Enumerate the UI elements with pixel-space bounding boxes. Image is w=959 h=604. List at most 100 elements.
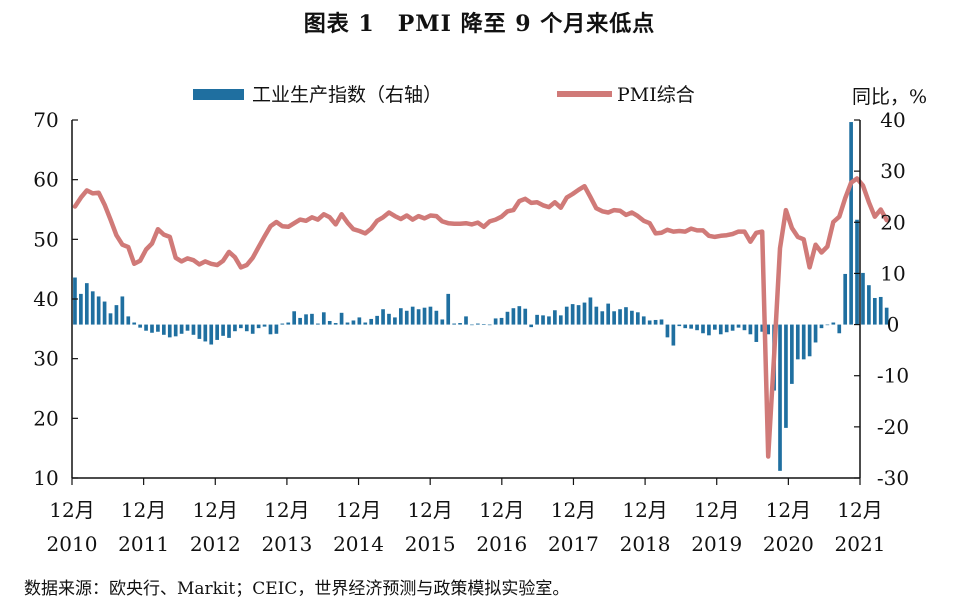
bar <box>191 324 196 335</box>
x-tick-month-label: 12月 <box>479 498 524 522</box>
bar <box>363 322 368 325</box>
right-tick-label: 30 <box>880 159 905 183</box>
left-tick-label: 40 <box>33 287 58 311</box>
bar <box>345 322 350 325</box>
bar <box>825 324 830 326</box>
bar <box>736 324 741 328</box>
x-tick-year-label: 2017 <box>548 532 599 556</box>
bar <box>452 323 456 325</box>
bar <box>564 306 569 325</box>
bar <box>79 293 83 325</box>
left-tick-label: 50 <box>33 227 58 251</box>
right-tick-label: 10 <box>880 261 905 285</box>
left-tick-label: 30 <box>33 347 58 371</box>
bar <box>316 323 320 325</box>
bar <box>244 324 249 332</box>
x-tick-year-label: 2021 <box>835 532 886 556</box>
x-tick-year-label: 2014 <box>333 532 384 556</box>
left-tick-label: 60 <box>33 168 58 192</box>
x-tick-month-label: 12月 <box>551 498 596 522</box>
legend: 工业生产指数（右轴） PMI综合 <box>193 84 695 106</box>
bar <box>872 297 877 325</box>
bar <box>156 324 160 332</box>
bar <box>333 323 338 325</box>
bar <box>612 311 616 325</box>
bar <box>470 324 474 326</box>
bar <box>784 324 788 428</box>
bar <box>707 324 711 336</box>
legend-bar-label: 工业生产指数（右轴） <box>252 84 442 106</box>
bar <box>558 315 563 325</box>
line-series-layer <box>72 176 889 459</box>
bar <box>713 324 717 330</box>
bar <box>286 322 291 325</box>
bar <box>262 324 267 327</box>
bar <box>410 306 415 325</box>
pmi-line <box>72 176 889 459</box>
bar <box>511 308 516 325</box>
bar <box>73 277 77 325</box>
bar <box>831 322 836 325</box>
bar <box>778 324 782 471</box>
bar <box>493 318 498 325</box>
bar <box>481 324 486 325</box>
bar <box>730 324 735 331</box>
bar <box>541 315 545 325</box>
bar <box>138 324 142 328</box>
bar <box>795 324 800 360</box>
bar <box>600 311 605 325</box>
bar <box>256 324 261 329</box>
bar <box>843 273 848 325</box>
bar <box>173 324 178 337</box>
bar <box>505 311 510 325</box>
bar <box>867 285 871 325</box>
bar <box>422 307 427 325</box>
bar <box>398 308 403 325</box>
bar <box>321 312 326 325</box>
bar <box>179 324 184 334</box>
bar <box>197 324 202 339</box>
bar-series <box>73 122 889 471</box>
bar <box>132 322 137 325</box>
x-tick-month-label: 12月 <box>694 498 739 522</box>
axes: 70605040302010403020100-10-20-3012月20101… <box>33 108 909 556</box>
bar <box>239 324 243 329</box>
bar <box>855 219 859 325</box>
bar <box>487 324 492 326</box>
bar <box>292 311 297 325</box>
bar <box>760 324 765 332</box>
bar <box>114 305 119 325</box>
bar <box>375 315 379 325</box>
bar <box>807 324 812 357</box>
x-tick-month-label: 12月 <box>622 498 667 522</box>
x-tick-year-label: 2011 <box>118 532 169 556</box>
bar <box>458 323 462 325</box>
x-tick-month-label: 12月 <box>264 498 309 522</box>
bar <box>878 296 883 325</box>
bar <box>606 303 611 325</box>
bar <box>576 305 581 325</box>
bar <box>280 323 285 325</box>
x-tick-year-label: 2010 <box>47 532 98 556</box>
bar <box>499 317 504 325</box>
bar <box>161 324 166 335</box>
bar <box>790 324 794 384</box>
bar <box>446 293 451 325</box>
bar <box>718 324 723 335</box>
x-tick-month-label: 12月 <box>407 498 452 522</box>
bar <box>641 316 646 325</box>
bar <box>84 283 89 325</box>
bar <box>677 324 682 327</box>
bar <box>102 301 107 325</box>
bar <box>393 317 397 325</box>
bar <box>203 324 208 342</box>
bar <box>221 324 225 336</box>
right-tick-label: 0 <box>887 313 900 337</box>
left-tick-label: 20 <box>33 406 58 430</box>
x-tick-year-label: 2013 <box>261 532 312 556</box>
bar <box>665 324 670 338</box>
x-tick-year-label: 2012 <box>190 532 241 556</box>
x-tick-year-label: 2015 <box>405 532 456 556</box>
bar <box>683 324 688 329</box>
